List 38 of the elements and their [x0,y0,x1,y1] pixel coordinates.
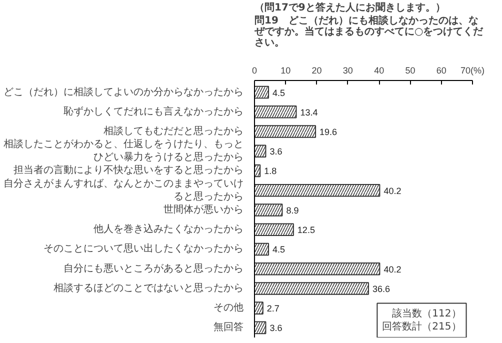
x-tick-label: 0 [252,66,258,76]
y-tick-label: 相談してもむだだと思ったから [104,125,244,138]
data-label: 2.7 [266,304,280,314]
data-label: 3.6 [270,323,282,334]
y-tick-label: 相談したことがわかると、仕返しをうけたり、もっとひどい暴力をうけると思ったから [4,138,244,164]
data-label: 12.5 [297,225,315,236]
chart-title: 問19 どこ（だれ）にも相談しなかったのは、なぜですか。当てはまるものすべてに○をつけてください。 [254,14,484,48]
x-tick-label: 50 [405,66,416,76]
x-tick-label: 40 [374,66,384,76]
annotation: 該当数（112） [392,307,462,320]
y-tick-label: 自分さえがまんすれば、なんとかこのままやっていけると思ったから [4,177,244,202]
data-label: 1.8 [264,166,277,176]
data-label: 36.6 [372,284,390,294]
x-tick-label: 30 [342,66,353,76]
data-label: 4.5 [272,88,286,98]
chart-subtitle: （問17で9と答えた人にお聞きします。） [254,2,446,14]
x-tick-label: 10 [280,66,291,76]
y-tick-label: 担当者の言動により不快な思いをすると思ったから [14,164,244,176]
x-tick-label: 60 [436,66,446,76]
data-label: 40.2 [384,264,402,274]
data-label: 4.5 [272,244,286,255]
y-tick-label: そのことについて思い出したくなかったから [44,242,244,255]
y-tick-label: 他人を巻き込みたくなかったから [94,223,244,236]
data-label: 19.6 [320,127,338,138]
annotation: 回答数計（215） [382,320,462,332]
data-label: 40.2 [384,186,402,196]
data-label: 3.6 [270,146,282,157]
x-tick-label: 70(%) [460,66,485,76]
y-tick-label: その他 [214,302,244,314]
y-tick-label: 無回答 [214,321,244,334]
y-tick-label: 相談するほどのことではないと思ったから [54,282,244,294]
y-tick-label: 自分にも悪いところがあると思ったから [64,262,244,274]
x-tick-label: 20 [312,66,322,76]
data-label: 13.4 [300,107,318,118]
y-tick-label: 恥ずかしくてだれにも言えなかったから [64,105,244,118]
y-tick-label: 世間体が悪いから [164,203,244,216]
data-label: 8.9 [286,205,299,216]
y-tick-label: どこ（だれ）に相談してよいのか分からなかったから [4,86,244,98]
